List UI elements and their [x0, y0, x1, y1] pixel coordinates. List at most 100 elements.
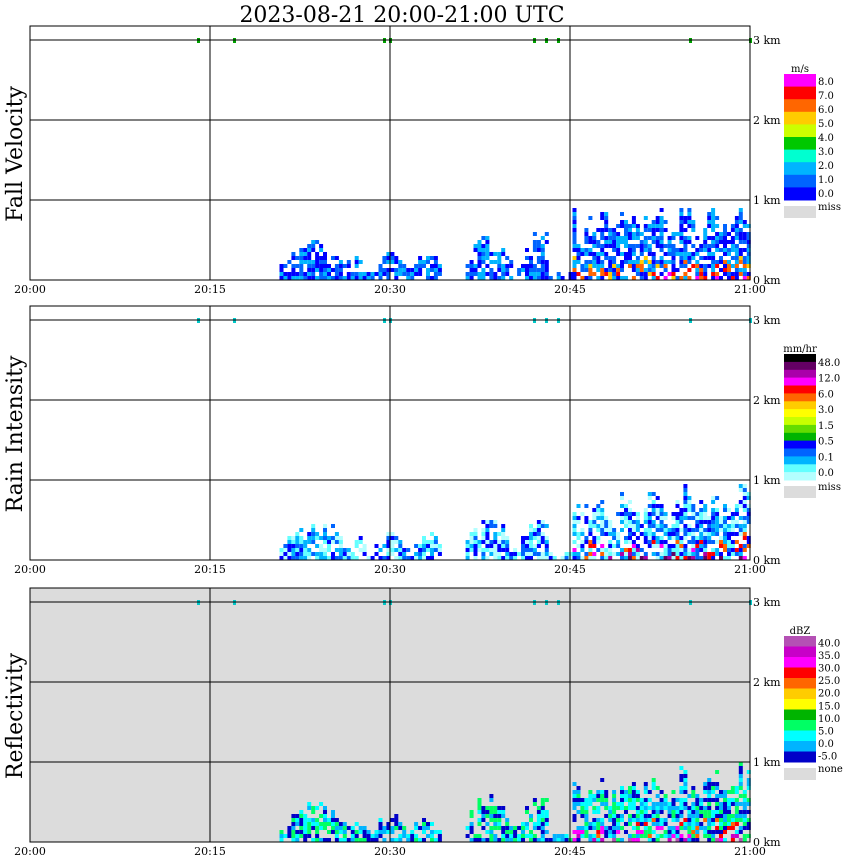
echo-cell — [628, 524, 632, 528]
echo-cell — [505, 838, 510, 842]
echo-cell — [711, 268, 716, 272]
echo-cell — [327, 272, 331, 276]
echo-cell — [719, 814, 723, 818]
echo-cell — [639, 240, 644, 244]
echo-cell — [723, 826, 727, 830]
echo-cell — [536, 806, 541, 810]
echo-cell — [354, 556, 359, 560]
echo-cell — [319, 822, 324, 826]
echo-cell — [738, 528, 743, 532]
echo-cell — [687, 252, 692, 256]
echo-cell — [540, 264, 545, 268]
echo-cell — [742, 256, 747, 260]
echo-cell — [727, 232, 731, 236]
echo-cell — [746, 810, 751, 814]
echo-cell — [683, 236, 688, 240]
legend-label: 4.0 — [818, 133, 834, 144]
echo-cell — [556, 838, 561, 842]
x-tick-label: 20:45 — [554, 283, 586, 296]
echo-cell — [497, 818, 502, 822]
echo-cell — [643, 826, 648, 830]
echo-cell — [695, 536, 700, 540]
echo-cell — [734, 830, 739, 834]
legend-swatch — [784, 385, 816, 394]
echo-cell — [723, 540, 727, 544]
echo-cell — [358, 260, 363, 264]
echo-cell — [299, 834, 304, 838]
echo-cell — [631, 826, 636, 830]
echo-cell — [279, 556, 284, 560]
echo-cell — [556, 834, 561, 838]
echo-cell — [683, 240, 688, 244]
echo-cell — [501, 268, 506, 272]
echo-cell — [307, 244, 312, 248]
echo-cell — [691, 822, 696, 826]
echo-cell — [331, 524, 335, 528]
echo-cell — [715, 508, 720, 512]
echo-cell — [711, 496, 716, 500]
echo-cell — [608, 532, 613, 536]
echo-cell — [433, 272, 438, 276]
echo-cell — [742, 834, 747, 838]
echo-cell — [291, 826, 296, 830]
echo-cell — [517, 552, 522, 556]
echo-cell — [691, 556, 696, 560]
echo-cell — [659, 248, 664, 252]
echo-cell — [473, 544, 478, 548]
echo-cell — [315, 822, 320, 826]
echo-cell — [746, 782, 751, 786]
echo-cell — [497, 264, 502, 268]
echo-cell — [691, 834, 696, 838]
echo-cell — [675, 248, 680, 252]
echo-cell — [596, 228, 601, 232]
echo-cell — [370, 276, 375, 280]
echo-cell — [723, 504, 727, 508]
echo-cell — [620, 504, 624, 508]
echo-cell — [386, 822, 391, 826]
echo-cell — [366, 276, 371, 280]
echo-cell — [489, 810, 494, 814]
echo-cell — [738, 500, 743, 504]
echo-cell — [616, 802, 621, 806]
echo-cell — [695, 268, 700, 272]
echo-cell — [679, 252, 684, 256]
echo-cell — [655, 236, 660, 240]
echo-cell — [588, 524, 593, 528]
echo-cell — [667, 814, 672, 818]
echo-cell — [576, 504, 581, 508]
echo-cell — [532, 272, 537, 276]
echo-cell — [643, 830, 648, 834]
echo-cell — [402, 830, 407, 834]
echo-cell — [742, 232, 747, 236]
echo-cell — [651, 810, 656, 814]
echo-cell — [489, 272, 494, 276]
echo-cell — [651, 532, 656, 536]
echo-cell — [525, 834, 529, 838]
echo-cell — [616, 268, 621, 272]
echo-cell — [738, 814, 743, 818]
legend-swatch — [784, 99, 816, 113]
legend-swatch — [784, 361, 816, 371]
echo-cell — [667, 548, 672, 552]
echo-cell — [592, 520, 597, 524]
echo-cell — [509, 276, 514, 280]
echo-cell — [655, 244, 660, 248]
echo-cell — [465, 834, 470, 838]
echo-cell — [374, 830, 379, 834]
echo-cell — [635, 810, 640, 814]
echo-cell — [358, 540, 363, 544]
echo-cell — [584, 536, 589, 540]
echo-cell — [647, 528, 652, 532]
echo-cell — [719, 240, 723, 244]
echo-cell — [295, 276, 300, 280]
echo-cell — [307, 264, 312, 268]
echo-cell — [699, 814, 704, 818]
echo-cell — [643, 508, 648, 512]
echo-cell — [703, 504, 708, 508]
echo-cell — [687, 208, 692, 212]
echo-cell — [643, 268, 648, 272]
echo-cell — [730, 838, 735, 842]
echo-cell — [572, 260, 577, 264]
x-tick-label: 21:00 — [734, 845, 766, 858]
echo-cell — [536, 268, 541, 272]
